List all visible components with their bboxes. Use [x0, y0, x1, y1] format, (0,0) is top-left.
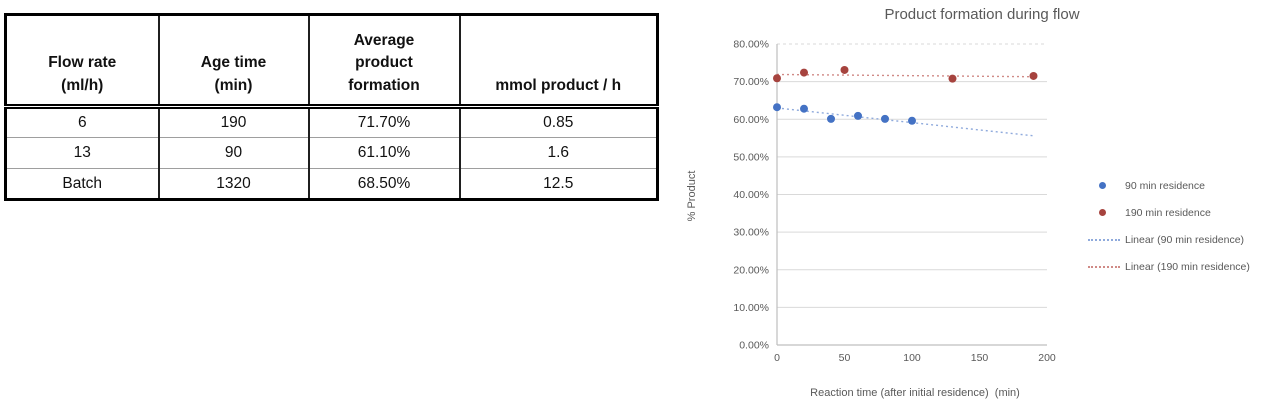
y-tick-label: 60.00% — [733, 114, 769, 126]
table-row: 6 190 71.70% 0.85 — [5, 106, 659, 138]
table-cell: 6 — [5, 106, 160, 138]
table-cell: 61.10% — [308, 137, 461, 169]
trendline — [776, 73, 1034, 78]
col-header-flow-rate: Flow rate (ml/h) — [5, 14, 160, 109]
y-tick-label: 10.00% — [733, 302, 769, 314]
table-cell: 1320 — [158, 168, 310, 200]
legend-label: Linear (90 min residence) — [1125, 233, 1245, 246]
x-axis-tick-labels: 0 50 100 150 200 — [774, 352, 1056, 364]
legend-item: Linear (90 min residence) — [1088, 226, 1280, 253]
y-tick-label: 0.00% — [739, 340, 769, 352]
data-point — [827, 114, 835, 123]
data-point — [773, 74, 781, 83]
x-tick-label: 200 — [1038, 352, 1056, 364]
data-point — [948, 74, 957, 83]
data-point — [800, 68, 808, 77]
data-point — [881, 114, 889, 123]
col-header-avg-product-formation: Average product formation — [308, 14, 461, 109]
table-cell: 0.85 — [459, 106, 659, 138]
trendline — [776, 107, 1034, 137]
legend-label: Linear (190 min residence) — [1125, 260, 1250, 273]
data-point — [773, 103, 781, 112]
x-axis-title: Reaction time (after initial residence) … — [810, 387, 1020, 399]
table-cell: 190 — [158, 106, 310, 138]
legend-item: 90 min residence — [1088, 172, 1280, 199]
col-header-mmol-product-per-h: mmol product / h — [459, 14, 659, 109]
legend-marker-box — [1088, 182, 1125, 189]
series-dot-icon — [1099, 209, 1106, 216]
gridlines — [777, 43, 1047, 308]
table-cell: 90 — [158, 137, 310, 169]
legend-item: 190 min residence — [1088, 199, 1280, 226]
trendlines — [776, 73, 1034, 137]
y-tick-label: 20.00% — [733, 264, 769, 276]
data-point — [840, 65, 849, 74]
x-tick-label: 150 — [971, 352, 989, 364]
legend-marker-box — [1088, 209, 1125, 216]
table-cell: 12.5 — [459, 168, 659, 200]
y-axis-tick-labels: 80.00% 70.00% 60.00% 50.00% 40.00% 30.00% 20.0… — [733, 39, 769, 352]
chart-legend: 90 min residence 190 min residence Linear … — [1088, 172, 1280, 280]
chart-title: Product formation during flow — [884, 6, 1079, 23]
data-point — [800, 104, 808, 113]
table-cell: Batch — [5, 168, 160, 200]
col-header-age-time: Age time (min) — [158, 14, 310, 109]
y-tick-label: 80.00% — [733, 39, 769, 51]
table-row: 13 90 61.10% 1.6 — [5, 137, 659, 169]
x-tick-label: 100 — [903, 352, 921, 364]
legend-label: 90 min residence — [1125, 179, 1205, 192]
y-axis-title: % Product — [686, 171, 698, 222]
data-point — [854, 111, 862, 120]
y-tick-label: 30.00% — [733, 227, 769, 239]
table-cell: 1.6 — [459, 137, 659, 169]
table-header-row: Flow rate (ml/h) Age time (min) Average … — [5, 14, 659, 109]
trendline-dotted-icon — [1088, 265, 1120, 268]
trendline-dotted-icon — [1088, 238, 1120, 241]
scatter-chart: Product formation during flow 80.00% 70.0… — [686, 6, 1080, 399]
table-cell: 13 — [5, 137, 160, 169]
x-tick-label: 50 — [839, 352, 851, 364]
legend-label: 190 min residence — [1125, 206, 1211, 219]
table-cell: 71.70% — [308, 106, 461, 138]
legend-marker-box — [1088, 265, 1125, 268]
data-points — [773, 65, 1038, 125]
series-dot-icon — [1099, 182, 1106, 189]
table-row: Batch 1320 68.50% 12.5 — [5, 168, 659, 200]
flow-data-table: Flow rate (ml/h) Age time (min) Average … — [4, 13, 659, 201]
y-tick-label: 40.00% — [733, 189, 769, 201]
data-point — [908, 116, 916, 125]
data-point — [1029, 71, 1038, 80]
legend-marker-box — [1088, 238, 1125, 241]
legend-item: Linear (190 min residence) — [1088, 253, 1280, 280]
y-tick-label: 50.00% — [733, 151, 769, 163]
x-tick-label: 0 — [774, 352, 780, 364]
axes — [776, 44, 1047, 346]
table-cell: 68.50% — [308, 168, 461, 200]
y-tick-label: 70.00% — [733, 76, 769, 88]
